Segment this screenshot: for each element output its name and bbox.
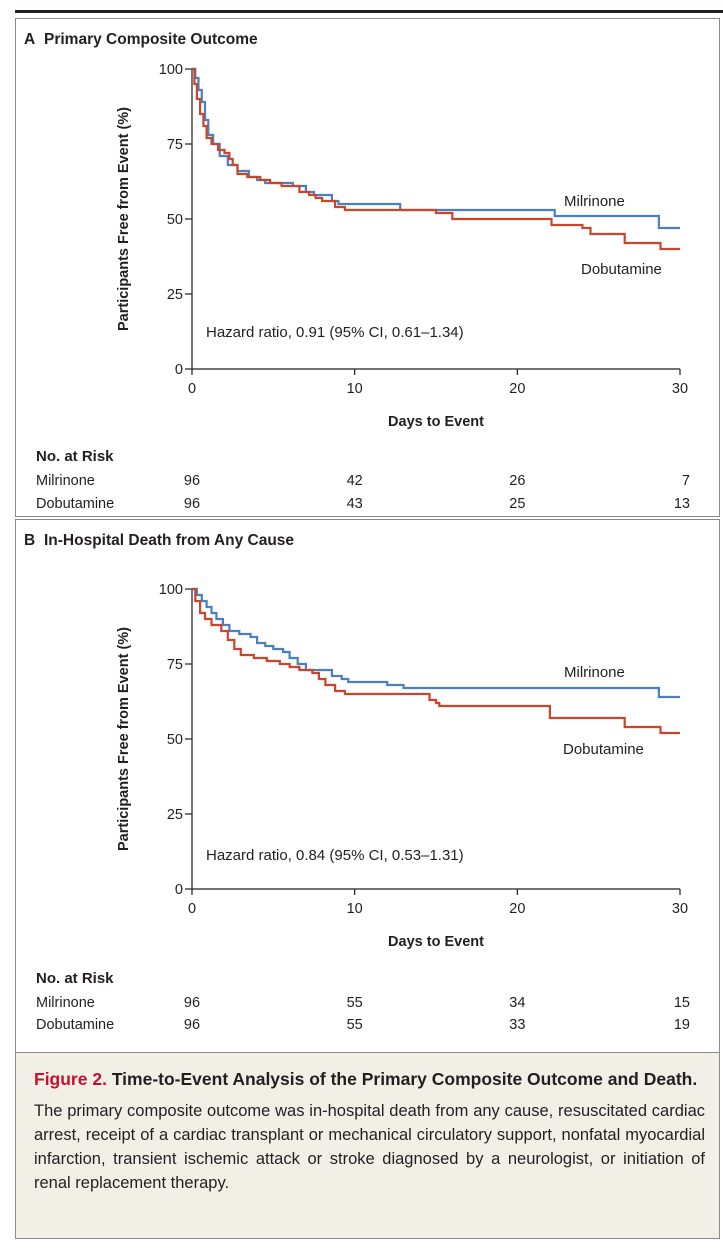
at-risk-row-label: Dobutamine <box>36 1017 114 1033</box>
y-axis-title: Participants Free from Event (%) <box>116 627 132 851</box>
series-label-milrinone: Milrinone <box>564 193 625 210</box>
panel-b: B In-Hospital Death from Any Cause 0 25 50 75… <box>15 519 720 1053</box>
at-risk-value: 42 <box>347 473 363 489</box>
km-curve-dobutamine <box>192 67 680 251</box>
x-axis-title: Days to Event <box>388 934 484 950</box>
x-tick-label: 10 <box>347 901 363 917</box>
km-chart-a: A Primary Composite Outcome 0 25 50 75 100 0 10 2… <box>24 31 690 512</box>
panel-a: A Primary Composite Outcome 0 25 50 75 100 0 10 2… <box>15 18 720 517</box>
at-risk-value: 96 <box>184 473 200 489</box>
y-tick-label: 0 <box>175 362 183 378</box>
x-tick-label: 20 <box>509 901 525 917</box>
x-tick-label: 0 <box>188 901 196 917</box>
at-risk-row-label: Dobutamine <box>36 496 114 512</box>
at-risk-value: 13 <box>674 496 690 512</box>
at-risk-row-label: Milrinone <box>36 473 95 489</box>
at-risk-value: 15 <box>674 995 690 1011</box>
at-risk-value: 7 <box>682 473 690 489</box>
at-risk-value: 34 <box>509 995 525 1011</box>
at-risk-value: 96 <box>184 1017 200 1033</box>
y-tick-label: 50 <box>167 732 183 748</box>
y-tick-label: 25 <box>167 807 183 823</box>
y-tick-label: 75 <box>167 137 183 153</box>
y-tick-label: 0 <box>175 882 183 898</box>
at-risk-value: 96 <box>184 496 200 512</box>
x-tick-label: 0 <box>188 381 196 397</box>
x-tick-label: 20 <box>509 381 525 397</box>
at-risk-row-label: Milrinone <box>36 995 95 1011</box>
y-tick-label: 25 <box>167 287 183 303</box>
at-risk-value: 96 <box>184 995 200 1011</box>
y-tick-label: 100 <box>159 582 183 598</box>
x-axis-title: Days to Event <box>388 414 484 430</box>
at-risk-value: 33 <box>509 1017 525 1033</box>
panel-title: In-Hospital Death from Any Cause <box>44 532 294 549</box>
y-tick-label: 50 <box>167 212 183 228</box>
km-curve-dobutamine <box>192 587 680 735</box>
km-curve-milrinone <box>192 587 680 699</box>
at-risk-heading: No. at Risk <box>36 970 114 987</box>
panel-letter: A <box>24 31 35 48</box>
km-chart-b: B In-Hospital Death from Any Cause 0 25 50 75… <box>24 532 690 1033</box>
at-risk-value: 19 <box>674 1017 690 1033</box>
series-label-milrinone: Milrinone <box>564 664 625 681</box>
at-risk-value: 55 <box>347 1017 363 1033</box>
figure-caption: Figure 2. Time-to-Event Analysis of the … <box>15 1053 720 1239</box>
hazard-ratio-annotation: Hazard ratio, 0.91 (95% CI, 0.61–1.34) <box>206 324 464 341</box>
x-tick-label: 30 <box>672 381 688 397</box>
at-risk-value: 43 <box>347 496 363 512</box>
series-label-dobutamine: Dobutamine <box>563 741 644 758</box>
at-risk-value: 55 <box>347 995 363 1011</box>
x-tick-label: 10 <box>347 381 363 397</box>
at-risk-value: 26 <box>509 473 525 489</box>
y-tick-label: 100 <box>159 62 183 78</box>
caption-title-line: Figure 2. Time-to-Event Analysis of the … <box>34 1067 705 1091</box>
hazard-ratio-annotation: Hazard ratio, 0.84 (95% CI, 0.53–1.31) <box>206 847 464 864</box>
caption-label: Figure 2. <box>34 1069 107 1089</box>
x-tick-label: 30 <box>672 901 688 917</box>
caption-text: The primary composite outcome was in-hos… <box>34 1102 705 1192</box>
at-risk-value: 25 <box>509 496 525 512</box>
y-axis-title: Participants Free from Event (%) <box>116 107 132 331</box>
series-label-dobutamine: Dobutamine <box>581 261 662 278</box>
panel-title: Primary Composite Outcome <box>44 31 258 48</box>
y-tick-label: 75 <box>167 657 183 673</box>
at-risk-heading: No. at Risk <box>36 448 114 465</box>
top-rule <box>15 10 723 13</box>
caption-title: Time-to-Event Analysis of the Primary Co… <box>111 1069 698 1089</box>
panel-letter: B <box>24 532 35 549</box>
